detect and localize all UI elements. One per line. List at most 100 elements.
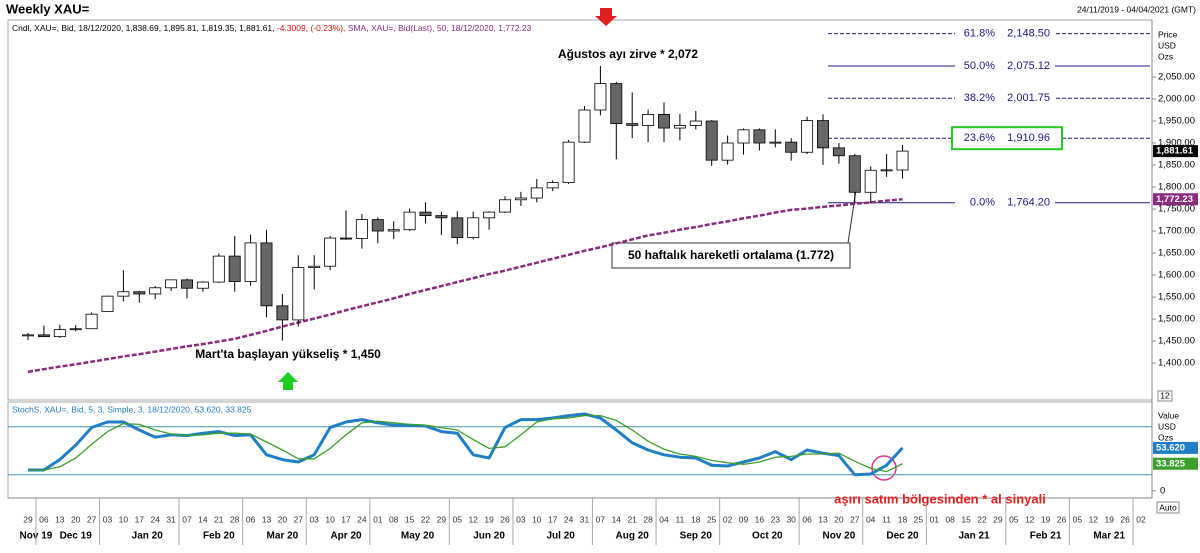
x-tick-label: 12 bbox=[1089, 514, 1099, 524]
fib-percent: 61.8% bbox=[964, 28, 995, 40]
x-tick-label: 15 bbox=[405, 514, 415, 524]
x-tick-label: 25 bbox=[707, 514, 717, 524]
x-tick-label: 31 bbox=[166, 514, 176, 524]
x-tick-label: 29 bbox=[993, 514, 1003, 524]
x-tick-label: 17 bbox=[341, 514, 351, 524]
fib-percent: 38.2% bbox=[964, 92, 995, 104]
candle-body bbox=[419, 211, 432, 217]
x-tick-label: 02 bbox=[1136, 514, 1146, 524]
x-tick-label: 12 bbox=[468, 514, 478, 524]
x-tick-label: 17 bbox=[135, 514, 145, 524]
month-label: Jun 20 bbox=[473, 531, 505, 542]
x-tick-label: 08 bbox=[389, 514, 399, 524]
y-tick-label: 1,950.00 bbox=[1158, 116, 1195, 127]
fib-value: 1,910.96 bbox=[1007, 132, 1050, 144]
fib-value: 2,075.12 bbox=[1007, 60, 1050, 72]
candle-body bbox=[355, 219, 368, 239]
fib-percent: 23.6% bbox=[964, 132, 995, 144]
candle-body bbox=[578, 109, 591, 143]
sma-line bbox=[27, 197, 903, 374]
candle-body bbox=[817, 120, 829, 149]
x-tick-label: 31 bbox=[580, 514, 590, 524]
fib-value: 2,001.75 bbox=[1007, 92, 1050, 104]
candle-body bbox=[260, 242, 273, 307]
candle-body bbox=[387, 229, 400, 232]
x-tick-label: 28 bbox=[230, 514, 240, 524]
auto-box[interactable] bbox=[1156, 501, 1180, 514]
x-tick-label: 24 bbox=[357, 514, 367, 524]
x-tick-label: 22 bbox=[421, 514, 431, 524]
fib-value: 1,764.20 bbox=[1007, 197, 1050, 209]
x-tick-label: 04 bbox=[866, 514, 876, 524]
x-tick-label: 11 bbox=[675, 514, 684, 524]
month-label: Jan 20 bbox=[132, 531, 164, 542]
x-tick-label: 07 bbox=[596, 514, 606, 524]
y-tick-label: 1,550.00 bbox=[1158, 292, 1195, 303]
candle-body bbox=[85, 313, 98, 330]
month-label: Feb 20 bbox=[203, 531, 235, 542]
x-tick-label: 07 bbox=[182, 514, 192, 524]
y-tick-label: 1,400.00 bbox=[1158, 358, 1195, 369]
x-tick-label: 20 bbox=[278, 514, 288, 524]
candle-body bbox=[594, 83, 607, 111]
candle-body bbox=[705, 120, 718, 161]
auto-box-label: Auto bbox=[1159, 502, 1177, 512]
candle-body bbox=[371, 219, 384, 232]
candle-body bbox=[880, 169, 893, 172]
month-label: Mar 21 bbox=[1093, 531, 1125, 542]
month-label: Dec 20 bbox=[886, 531, 919, 542]
y-tick-label: 1,850.00 bbox=[1158, 160, 1195, 171]
candle-body bbox=[689, 120, 702, 126]
candle-body bbox=[181, 279, 193, 289]
candle-body bbox=[896, 150, 909, 171]
x-tick-label: 26 bbox=[500, 514, 510, 524]
fib-highlight bbox=[951, 126, 1063, 151]
x-tick-label: 12 bbox=[1025, 514, 1035, 524]
candle-body bbox=[244, 242, 257, 283]
x-tick-label: 20 bbox=[71, 514, 81, 524]
candle-body bbox=[546, 182, 559, 189]
candle-body bbox=[769, 141, 782, 144]
x-tick-label: 13 bbox=[262, 514, 272, 524]
x-tick-label: 01 bbox=[930, 514, 940, 524]
x-tick-label: 24 bbox=[150, 514, 160, 524]
candle-body bbox=[451, 217, 464, 239]
candle-body bbox=[101, 295, 114, 312]
x-tick-label: 14 bbox=[198, 514, 208, 524]
x-tick-label: 20 bbox=[834, 514, 844, 524]
x-tick-label: 06 bbox=[246, 514, 256, 524]
fib-percent: 0.0% bbox=[970, 197, 995, 209]
legend-text: Cndl, XAU=, Bid, 18/12/2020, 1,838.69, 1… bbox=[12, 23, 275, 33]
x-tick-label: 22 bbox=[977, 514, 987, 524]
candle-body bbox=[642, 114, 655, 126]
candle-body bbox=[69, 328, 82, 331]
stoch-last-label: 33.825 bbox=[1156, 458, 1186, 469]
candle-body bbox=[165, 279, 178, 289]
candle-body bbox=[196, 281, 209, 289]
y-tick-label: 1,800.00 bbox=[1158, 182, 1195, 193]
x-tick-label: 11 bbox=[882, 514, 891, 524]
change-text: -4.3009, (-0.23%), bbox=[277, 23, 346, 33]
candle-body bbox=[228, 255, 241, 283]
candle-body bbox=[53, 329, 66, 338]
annotation: 50 haftalık hareketli ortalama (1.772) bbox=[628, 248, 834, 262]
fib-percent: 50.0% bbox=[964, 60, 995, 72]
x-tick-label: 17 bbox=[548, 514, 558, 524]
candle-body bbox=[403, 211, 416, 231]
x-tick-label: 19 bbox=[1104, 514, 1114, 524]
candle-body bbox=[22, 334, 34, 337]
candle-body bbox=[276, 305, 289, 321]
candle-body bbox=[673, 125, 686, 129]
x-tick-label: 27 bbox=[850, 514, 860, 524]
candle-body bbox=[37, 334, 50, 338]
scale-box[interactable] bbox=[1157, 390, 1173, 402]
candle-body bbox=[324, 237, 337, 267]
candle-body bbox=[435, 215, 448, 219]
candle-body bbox=[848, 155, 861, 193]
x-tick-label: 16 bbox=[755, 514, 765, 524]
candle-body bbox=[499, 199, 511, 213]
x-tick-label: 10 bbox=[325, 514, 335, 524]
y-tick-label: 1,750.00 bbox=[1158, 204, 1195, 215]
